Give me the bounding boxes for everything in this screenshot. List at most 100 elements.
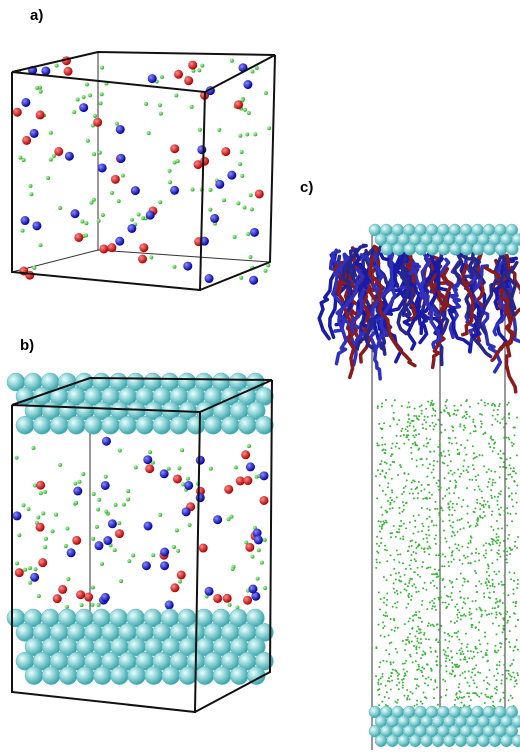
solvent-particle — [387, 482, 389, 484]
solvent-particle — [429, 451, 431, 453]
solvent-particle — [468, 685, 470, 687]
solvent-particle — [429, 547, 431, 549]
solvent-particle — [456, 578, 458, 580]
solvent-particle — [442, 579, 444, 581]
solvent-particle — [496, 542, 498, 544]
solvent-particle — [494, 607, 496, 609]
solvent-particle — [463, 613, 465, 615]
solvent-particle — [468, 670, 470, 672]
solvent-particle — [483, 465, 485, 467]
solvent-particle — [444, 429, 446, 431]
solvent-particle — [388, 468, 390, 470]
solvent-particle — [486, 471, 488, 473]
solvent-particle — [488, 505, 490, 507]
solvent-particle — [488, 468, 490, 470]
solvent-particle — [484, 702, 486, 704]
anion — [170, 186, 179, 195]
anion — [243, 80, 252, 89]
solvent-particle — [386, 604, 388, 606]
solvent-particle — [509, 457, 511, 459]
solvent-particle — [433, 573, 435, 575]
solvent-particle — [413, 426, 415, 428]
solvent-particle — [407, 550, 409, 552]
solvent-particle — [506, 404, 508, 406]
solvent-particle — [474, 570, 476, 572]
solvent-particle — [460, 691, 462, 693]
solvent-particle — [386, 599, 388, 601]
solvent-particle — [99, 101, 103, 105]
solvent-particle — [405, 589, 407, 591]
solvent-particle — [486, 571, 488, 573]
solvent-particle — [474, 668, 476, 670]
solvent-particle — [90, 603, 94, 607]
solvent-particle — [419, 406, 421, 408]
solvent-particle — [505, 423, 507, 425]
solvent-particle — [421, 413, 423, 415]
electrode-atom — [179, 667, 197, 685]
solvent-particle — [414, 571, 416, 573]
solvent-particle — [231, 567, 235, 571]
solvent-particle — [393, 568, 395, 570]
solvent-particle — [388, 697, 390, 699]
cation — [234, 100, 243, 109]
solvent-particle — [461, 697, 463, 699]
solvent-particle — [424, 696, 426, 698]
solvent-particle — [432, 403, 434, 405]
anion — [127, 224, 136, 233]
solvent-particle — [515, 602, 517, 604]
solvent-particle — [437, 597, 439, 599]
solvent-particle — [416, 638, 418, 640]
solvent-particle — [386, 660, 388, 662]
solvent-particle — [437, 446, 439, 448]
anion — [227, 171, 236, 180]
solvent-particle — [479, 608, 481, 610]
solvent-particle — [515, 513, 517, 515]
cation — [22, 136, 31, 145]
solvent-particle — [492, 415, 494, 417]
solvent-particle — [396, 590, 398, 592]
solvent-particle — [483, 596, 485, 598]
solvent-particle — [495, 692, 497, 694]
solvent-particle — [443, 649, 445, 651]
solvent-particle — [499, 545, 501, 547]
solvent-particle — [376, 536, 378, 538]
solvent-particle — [475, 585, 477, 587]
solvent-particle — [390, 675, 392, 677]
solvent-particle — [506, 458, 508, 460]
solvent-particle — [459, 559, 461, 561]
solvent-particle — [451, 599, 453, 601]
solvent-particle — [415, 415, 417, 417]
solvent-particle — [434, 598, 436, 600]
solvent-particle — [429, 497, 431, 499]
solvent-particle — [405, 660, 407, 662]
solvent-particle — [512, 505, 514, 507]
solvent-particle — [459, 659, 461, 661]
solvent-particle — [442, 602, 444, 604]
solvent-particle — [468, 526, 470, 528]
solvent-particle — [432, 468, 434, 470]
solvent-particle — [424, 653, 426, 655]
solvent-particle — [467, 546, 469, 548]
solvent-particle — [447, 655, 449, 657]
solvent-particle — [22, 503, 26, 507]
electrode-atom — [472, 243, 484, 255]
solvent-particle — [452, 426, 454, 428]
electrode-atom — [381, 243, 393, 255]
solvent-particle — [412, 619, 414, 621]
solvent-particle — [39, 243, 43, 247]
solvent-particle — [511, 663, 513, 665]
solvent-particle — [510, 549, 512, 551]
solvent-particle — [500, 490, 502, 492]
solvent-particle — [457, 616, 459, 618]
anion — [13, 511, 22, 520]
solvent-particle — [514, 572, 516, 574]
anion — [73, 487, 82, 496]
solvent-particle — [446, 541, 448, 543]
solvent-particle — [495, 537, 497, 539]
solvent-particle — [459, 425, 461, 427]
solvent-particle — [515, 492, 517, 494]
solvent-particle — [403, 675, 405, 677]
solvent-particle — [514, 613, 516, 615]
solvent-particle — [463, 696, 465, 698]
solvent-particle — [442, 498, 444, 500]
